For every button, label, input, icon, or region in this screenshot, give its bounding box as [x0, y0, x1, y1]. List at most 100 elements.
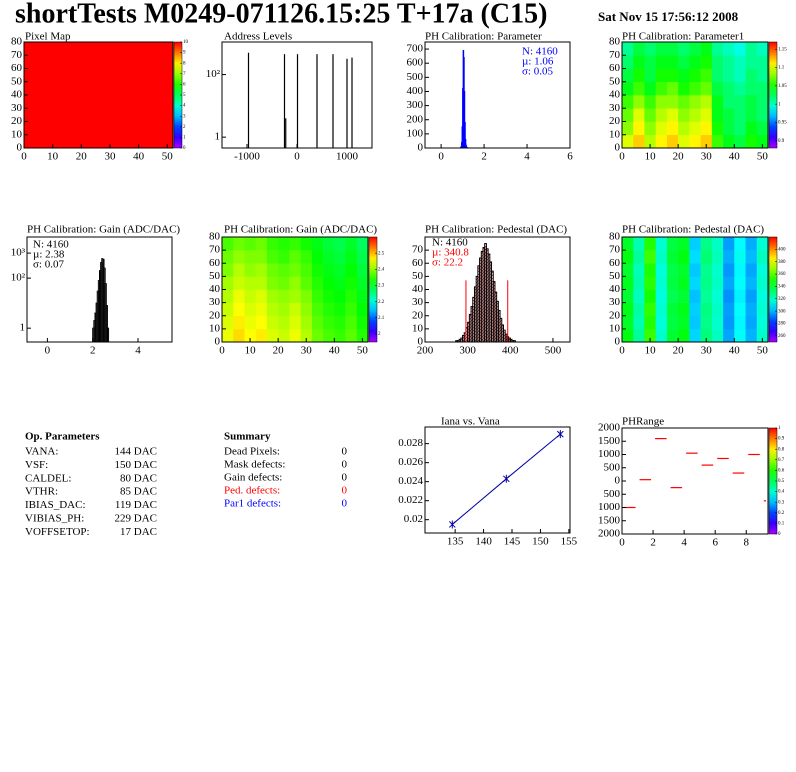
heat-cell: [266, 328, 279, 343]
heat-cell: [233, 263, 245, 277]
heat-cell: [633, 108, 645, 122]
heat-cell: [700, 95, 713, 109]
summary-value: 0: [342, 459, 348, 471]
heat-cell: [356, 250, 369, 264]
panel-title: Address Levels: [224, 31, 292, 43]
heat-cell: [723, 121, 735, 136]
parameter-label: VOFFSETOP:: [25, 526, 90, 538]
heat-cell: [678, 315, 690, 330]
heat-cell: [633, 263, 645, 277]
heat-cell: [689, 134, 701, 149]
heat-cell: [700, 68, 713, 83]
y-tick-label: 30: [609, 296, 621, 308]
heat-cell: [756, 95, 769, 109]
heat-cell: [723, 81, 735, 96]
date: Sat Nov 15 17:56:12 2008: [598, 9, 739, 24]
y-tick-label: 0: [615, 142, 621, 154]
y-tick-label: 0.026: [398, 456, 423, 468]
stats-line: σ: 0.05: [522, 66, 553, 78]
colorbar-tick-label: 6: [183, 83, 186, 88]
x-tick-label: 30: [701, 345, 713, 357]
parameter-label: VTHR:: [25, 486, 58, 498]
heat-cell: [300, 302, 313, 317]
heat-cell: [311, 315, 324, 330]
heat-cell: [723, 68, 735, 83]
colorbar-tick-label: 360: [778, 272, 786, 277]
parameter-value: 80 DAC: [120, 472, 157, 484]
y-tick-label: 20: [609, 115, 621, 127]
heat-cell: [655, 328, 668, 343]
heat-cell: [666, 81, 679, 96]
heat-cell: [622, 95, 634, 109]
heat-cell: [345, 302, 358, 317]
y-tick-label: 10: [412, 322, 424, 334]
heat-cell: [323, 237, 335, 251]
heat-cell: [266, 250, 279, 264]
heat-cell: [644, 121, 656, 136]
heat-cell: [756, 237, 769, 251]
y-tick-label: 400: [407, 85, 424, 97]
heat-cell: [311, 237, 324, 251]
y-tick-label: 60: [209, 257, 221, 269]
x-tick-label: 500: [545, 345, 562, 357]
heat-cell: [356, 315, 369, 330]
heat-cell: [756, 250, 769, 264]
heat-cell: [689, 237, 701, 251]
x-tick-label: -1000: [234, 151, 260, 163]
x-tick-label: 2: [90, 345, 96, 357]
heat-cell: [689, 81, 701, 96]
heat-cell: [233, 237, 245, 251]
heat-cell: [723, 134, 735, 149]
point-marker: [448, 520, 456, 529]
heat-cell: [711, 276, 724, 290]
heat-cell: [700, 328, 713, 343]
heat-cell: [345, 250, 358, 264]
heat-cell: [678, 263, 690, 277]
heat-cell: [678, 250, 690, 264]
heat-cell: [734, 134, 746, 149]
heat-cell: [334, 237, 346, 251]
heat-cell: [655, 55, 668, 69]
heat-cell: [222, 289, 234, 303]
heat-cell: [745, 42, 758, 56]
heat-cell: [711, 108, 724, 122]
heat-cell: [622, 276, 634, 290]
heat-cell: [700, 121, 713, 136]
heat-cell: [323, 289, 335, 303]
y-tick-label: 600: [407, 57, 424, 69]
colorbar-tick-label: 1.1: [778, 66, 785, 71]
heat-cell: [266, 315, 279, 330]
heat-cell: [233, 289, 245, 303]
colorbar-tick-label: 0.5: [778, 479, 785, 484]
heat-cell: [644, 108, 656, 122]
x-tick-label: 6: [567, 151, 573, 163]
heat-cell: [745, 134, 758, 149]
heat-cell: [678, 237, 690, 251]
heat-cell: [734, 289, 746, 303]
heat-cell: [655, 315, 668, 330]
colorbar: [368, 236, 378, 343]
y-tick-label: 40: [209, 283, 221, 295]
heat-cell: [734, 250, 746, 264]
heat-cell: [300, 328, 313, 343]
heat-cell: [311, 276, 324, 290]
y-tick-label: 500: [604, 461, 621, 473]
heat-cell: [323, 263, 335, 277]
heat-cell: [633, 68, 645, 83]
heat-cell: [622, 263, 634, 277]
heat-cell: [655, 42, 668, 56]
heat-cell: [345, 263, 358, 277]
heat-cell: [222, 263, 234, 277]
y-tick-label: 100: [407, 127, 424, 139]
heat-cell: [756, 121, 769, 136]
y-tick-label: 30: [609, 102, 621, 114]
heat-cell: [666, 263, 679, 277]
heat-cell: [734, 108, 746, 122]
x-tick-label: 4: [681, 537, 687, 549]
heat-cell: [345, 237, 358, 251]
heat-cell: [644, 81, 656, 96]
y-tick-label: 20: [609, 309, 621, 321]
summary-label: Mask defects:: [224, 459, 285, 471]
heat-cell: [255, 263, 268, 277]
x-tick-label: 20: [673, 345, 685, 357]
